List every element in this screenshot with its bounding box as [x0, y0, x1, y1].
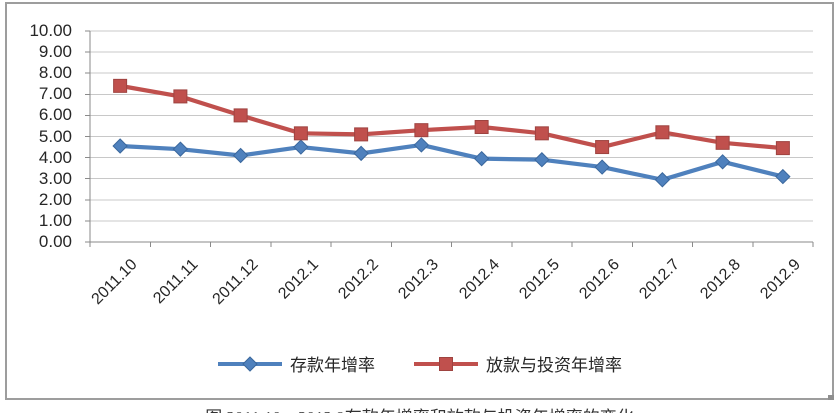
diamond-marker	[775, 168, 791, 185]
square-marker	[655, 125, 670, 140]
y-tick-label: 7.00	[38, 84, 72, 104]
diamond-marker	[594, 159, 610, 175]
y-tick-label: 8.00	[38, 63, 72, 83]
y-tick-label: 9.00	[38, 42, 72, 62]
series-line-1	[118, 83, 785, 151]
legend-label-deposit-growth: 存款年增率	[290, 356, 375, 375]
square-marker	[354, 127, 369, 142]
diamond-marker	[714, 154, 731, 170]
square-marker	[113, 78, 128, 93]
figure-caption: 图 2011.10—2012.9存款年增率和放款与投资年增率的变化	[0, 403, 839, 413]
diamond-marker	[232, 147, 249, 164]
y-tick-label: 10.00	[29, 21, 72, 40]
diamond-marker	[112, 138, 128, 154]
y-tick-label: 1.00	[38, 210, 72, 230]
diamond-marker	[172, 141, 189, 157]
square-marker	[715, 135, 730, 150]
legend-item-deposit-growth[interactable]: 存款年增率	[217, 351, 375, 376]
diamond-marker	[654, 172, 671, 188]
y-tick-label: 3.00	[38, 168, 72, 188]
chart-frame	[5, 2, 834, 400]
y-tick-label: 6.00	[38, 105, 72, 125]
diamond-marker	[353, 145, 369, 162]
square-marker	[293, 126, 308, 141]
chart-corner-mark	[828, 395, 834, 400]
legend-item-loans-investment-growth[interactable]: 放款与投资年增率	[413, 351, 622, 376]
square-marker	[173, 89, 188, 104]
loans-series-line-square-icon	[414, 356, 478, 371]
diamond-marker	[473, 150, 490, 167]
deposit-series-line-diamond-icon	[218, 355, 282, 372]
square-marker	[775, 141, 790, 156]
y-tick-label: 4.00	[38, 147, 72, 167]
diamond-marker	[534, 152, 550, 168]
y-tick-label: 5.00	[38, 126, 72, 146]
diamond-marker	[413, 137, 430, 153]
square-marker	[474, 120, 489, 135]
series-line-0	[118, 142, 785, 182]
square-marker	[414, 123, 429, 138]
diamond-marker	[293, 139, 309, 155]
square-marker	[534, 126, 549, 141]
legend-label-loans-investment-growth: 放款与投资年增率	[486, 356, 622, 375]
square-marker	[233, 108, 248, 123]
y-tick-label: 2.00	[38, 189, 72, 209]
legend: 存款年增率 放款与投资年增率	[0, 351, 839, 376]
y-tick-label: 0.00	[38, 232, 72, 251]
square-marker	[595, 140, 610, 155]
